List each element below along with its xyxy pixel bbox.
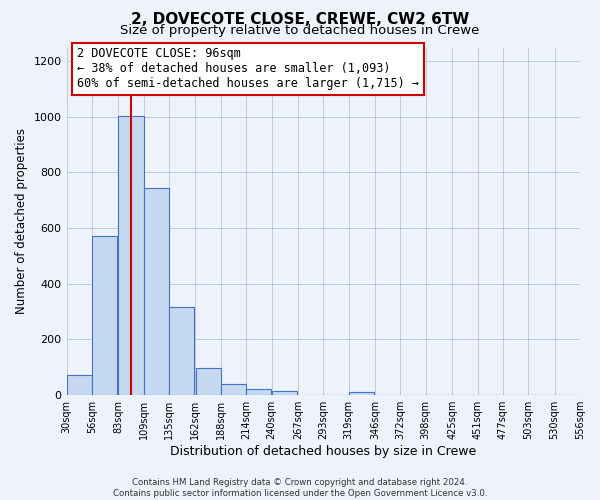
- Y-axis label: Number of detached properties: Number of detached properties: [15, 128, 28, 314]
- Bar: [349, 392, 374, 394]
- Bar: [92, 236, 117, 394]
- Bar: [272, 390, 297, 394]
- Text: 2, DOVECOTE CLOSE, CREWE, CW2 6TW: 2, DOVECOTE CLOSE, CREWE, CW2 6TW: [131, 12, 469, 28]
- Text: 2 DOVECOTE CLOSE: 96sqm
← 38% of detached houses are smaller (1,093)
60% of semi: 2 DOVECOTE CLOSE: 96sqm ← 38% of detache…: [77, 48, 419, 90]
- Bar: [196, 368, 221, 394]
- X-axis label: Distribution of detached houses by size in Crewe: Distribution of detached houses by size …: [170, 444, 476, 458]
- Bar: [169, 307, 194, 394]
- Bar: [246, 389, 271, 394]
- Bar: [67, 376, 92, 394]
- Bar: [144, 188, 169, 394]
- Text: Size of property relative to detached houses in Crewe: Size of property relative to detached ho…: [121, 24, 479, 37]
- Text: Contains HM Land Registry data © Crown copyright and database right 2024.
Contai: Contains HM Land Registry data © Crown c…: [113, 478, 487, 498]
- Bar: [118, 116, 143, 394]
- Bar: [221, 384, 246, 394]
